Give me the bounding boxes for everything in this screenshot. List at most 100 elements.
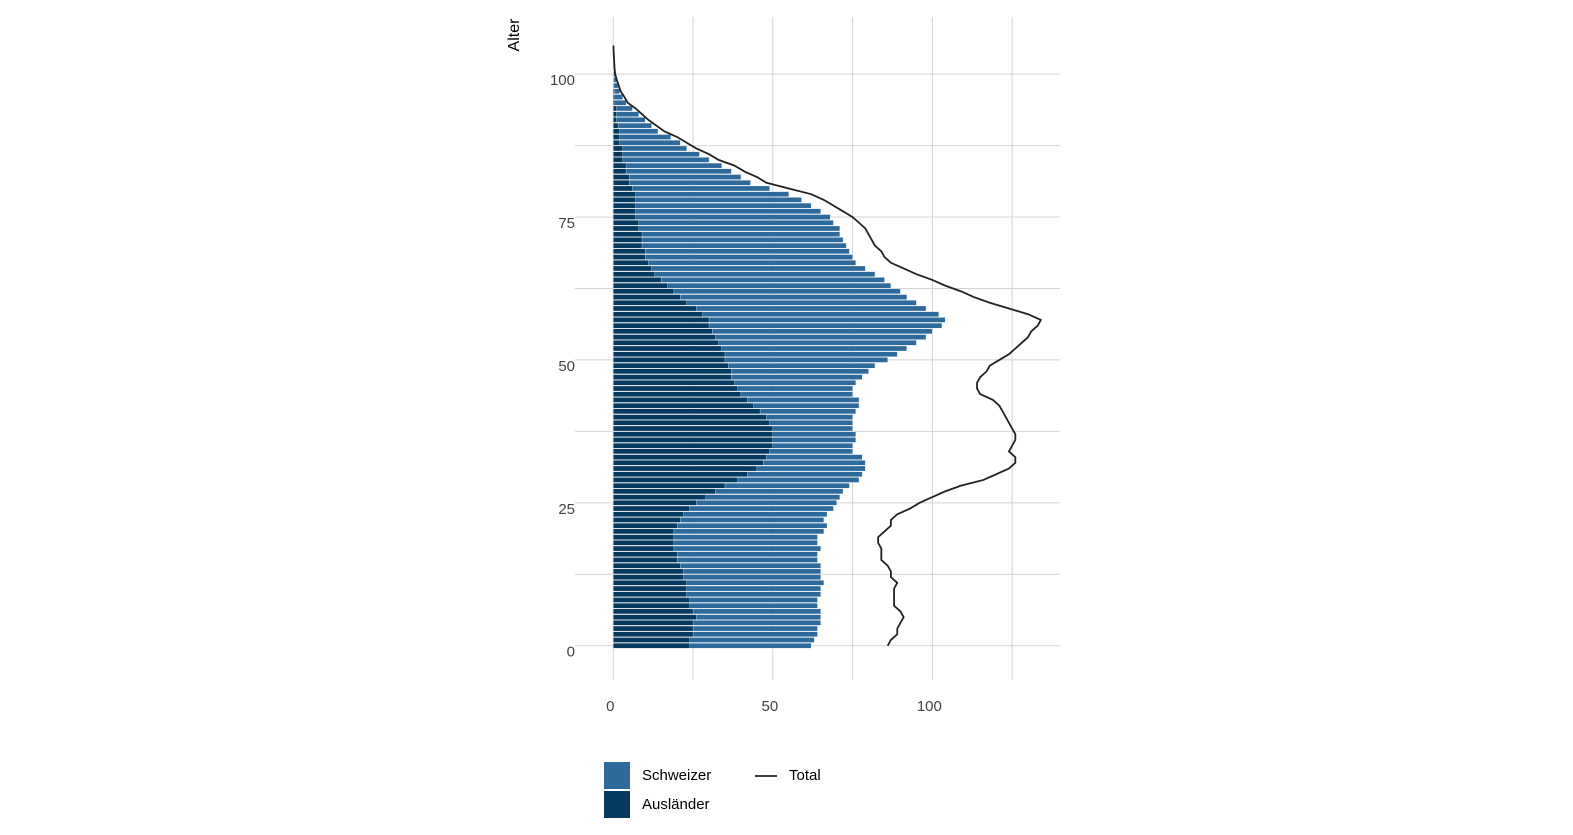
bar — [613, 569, 683, 574]
bar — [613, 289, 674, 294]
bar — [613, 563, 680, 568]
bar — [613, 146, 623, 151]
bar — [613, 380, 734, 385]
bar — [613, 552, 677, 557]
bar — [613, 186, 632, 191]
bar — [613, 472, 747, 477]
bar — [613, 415, 766, 420]
bar — [613, 437, 773, 442]
bar — [613, 215, 635, 220]
bar — [613, 352, 725, 357]
bar — [613, 443, 773, 448]
legend-swatch — [604, 791, 630, 818]
bar — [613, 157, 623, 162]
legend-label: Total — [789, 767, 821, 784]
bar — [613, 163, 626, 168]
bar — [613, 609, 693, 614]
bar — [613, 523, 677, 528]
bar — [613, 495, 706, 500]
bar — [613, 192, 788, 197]
bar — [613, 237, 843, 242]
bar — [613, 546, 674, 551]
bar — [613, 180, 629, 185]
bar — [613, 117, 616, 122]
bar — [613, 426, 773, 431]
x-tick-label: 50 — [761, 698, 778, 715]
bar — [613, 637, 690, 642]
bar — [613, 615, 696, 620]
bar — [613, 203, 811, 208]
bar — [613, 112, 639, 117]
bar — [613, 169, 626, 174]
bar — [613, 357, 725, 362]
bar — [613, 232, 840, 237]
y-tick-label: 100 — [550, 72, 575, 89]
bar — [613, 197, 801, 202]
bar — [613, 592, 686, 597]
bar — [613, 575, 683, 580]
bar — [613, 175, 629, 180]
legend-swatch — [604, 762, 630, 789]
bar — [613, 432, 773, 437]
bar — [613, 180, 750, 185]
bar — [613, 209, 635, 214]
bar — [613, 272, 654, 277]
bar — [613, 135, 619, 140]
bar — [613, 123, 651, 128]
bar — [613, 386, 737, 391]
bar — [613, 306, 696, 311]
bar — [613, 323, 709, 328]
bar — [613, 197, 635, 202]
bar — [613, 283, 667, 288]
y-tick-label: 75 — [558, 215, 575, 232]
bar — [613, 397, 747, 402]
bar — [613, 215, 830, 220]
bar — [613, 477, 737, 482]
bar — [613, 535, 674, 540]
bar — [613, 392, 741, 397]
bar — [613, 169, 731, 174]
bar — [613, 375, 731, 380]
bar — [613, 152, 623, 157]
bar — [613, 226, 840, 231]
bar — [613, 626, 693, 631]
bar — [613, 586, 686, 591]
y-tick-label: 0 — [567, 644, 575, 661]
y-axis-title: Alter — [506, 18, 523, 52]
bar — [613, 106, 616, 111]
bar — [613, 420, 769, 425]
bar — [613, 95, 615, 100]
y-tick-label: 50 — [558, 358, 575, 375]
bar — [613, 249, 645, 254]
bar — [613, 140, 680, 145]
bar — [613, 557, 677, 562]
bar — [613, 466, 757, 471]
bar — [613, 597, 690, 602]
bar — [613, 460, 763, 465]
bar — [613, 603, 690, 608]
x-tick-label: 100 — [917, 698, 942, 715]
bar — [613, 632, 693, 637]
bar — [613, 643, 690, 648]
bar — [613, 317, 709, 322]
bar — [613, 237, 642, 242]
bar — [613, 529, 674, 534]
bar — [613, 506, 690, 511]
bar — [613, 163, 721, 168]
bar — [613, 409, 760, 414]
bar — [613, 220, 639, 225]
bar — [613, 129, 658, 134]
bar — [613, 489, 715, 494]
bar — [613, 369, 731, 374]
bar — [613, 255, 852, 260]
bar — [613, 129, 619, 134]
bar — [613, 500, 696, 505]
bar — [613, 220, 833, 225]
legend-label: Ausländer — [642, 796, 710, 813]
bar — [613, 89, 614, 94]
bar — [613, 483, 725, 488]
bar — [613, 117, 645, 122]
bar — [613, 517, 680, 522]
bar — [613, 260, 648, 265]
